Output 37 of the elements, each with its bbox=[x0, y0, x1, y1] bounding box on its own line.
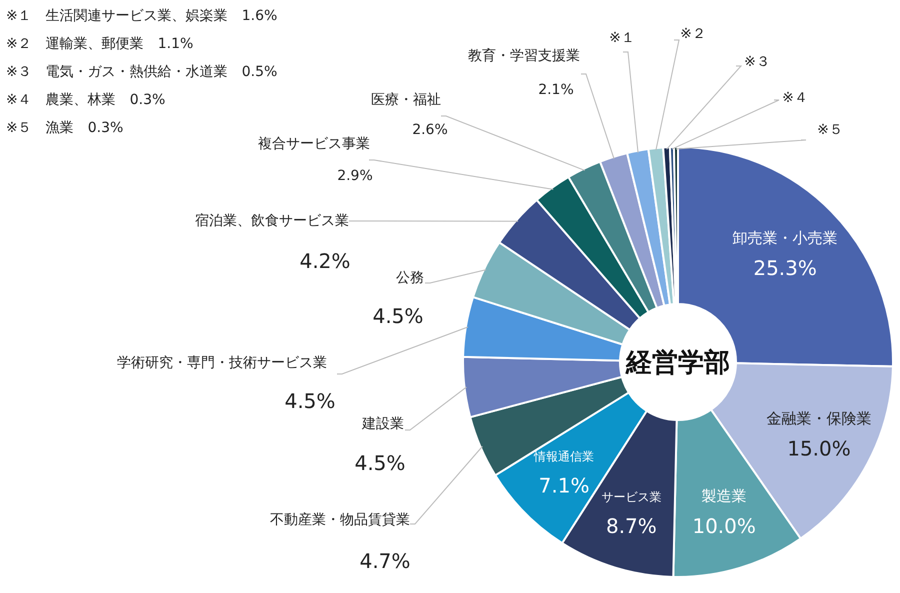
data-label: 4.5% bbox=[372, 304, 424, 328]
slice-label: 金融業・保険業 bbox=[766, 410, 872, 428]
slice-label: 公務 bbox=[396, 270, 424, 286]
data-label: 15.0% bbox=[787, 436, 851, 461]
slice-label: 宿泊業、飲食サービス業 bbox=[195, 213, 349, 229]
data-label: 4.2% bbox=[300, 249, 350, 273]
slice-label: 製造業 bbox=[702, 487, 747, 506]
slice-label: ※３ bbox=[744, 54, 770, 70]
text: ※３ 電気・ガス・熱供給・水道業 0.5% bbox=[6, 64, 278, 80]
slice-label: サービス業 bbox=[601, 490, 662, 504]
data-label: 4.5% bbox=[354, 451, 406, 475]
data-label: 2.9% bbox=[337, 168, 373, 184]
slice-label: ※４ bbox=[782, 90, 808, 106]
slice-label: 卸売業・小売業 bbox=[732, 229, 838, 248]
data-label: 25.3% bbox=[753, 256, 817, 280]
slice-label: 建設業 bbox=[361, 416, 404, 432]
data-label: 10.0% bbox=[692, 514, 756, 538]
text: ※２ 運輸業、郵便業 1.1% bbox=[6, 36, 194, 52]
data-label: 7.1% bbox=[538, 473, 590, 498]
slice-label: ※２ bbox=[680, 26, 706, 42]
slice-label: ※５ bbox=[817, 122, 843, 138]
text: ※１ 生活関連サービス業、娯楽業 1.6% bbox=[6, 8, 278, 24]
data-label: 8.7% bbox=[606, 514, 657, 538]
data-label: 2.6% bbox=[412, 122, 448, 138]
slice-label: 医療・福祉 bbox=[371, 92, 441, 108]
slice-label: 情報通信業 bbox=[533, 449, 594, 464]
slice-label: 教育・学習支援業 bbox=[468, 47, 580, 64]
slice-label: 複合サービス事業 bbox=[258, 136, 370, 152]
text: ※５ 漁業 0.3% bbox=[6, 120, 124, 136]
slice-label: 不動産業・物品賃貸業 bbox=[270, 512, 410, 528]
text: ※４ 農業、林業 0.3% bbox=[6, 92, 166, 108]
data-label: 2.1% bbox=[538, 82, 574, 98]
slice-label: ※１ bbox=[609, 30, 635, 46]
slice-label: 学術研究・専門・技術サービス業 bbox=[117, 355, 327, 371]
data-label: 4.7% bbox=[360, 549, 410, 573]
text: 経営学部 bbox=[625, 348, 730, 378]
data-label: 4.5% bbox=[284, 389, 336, 413]
